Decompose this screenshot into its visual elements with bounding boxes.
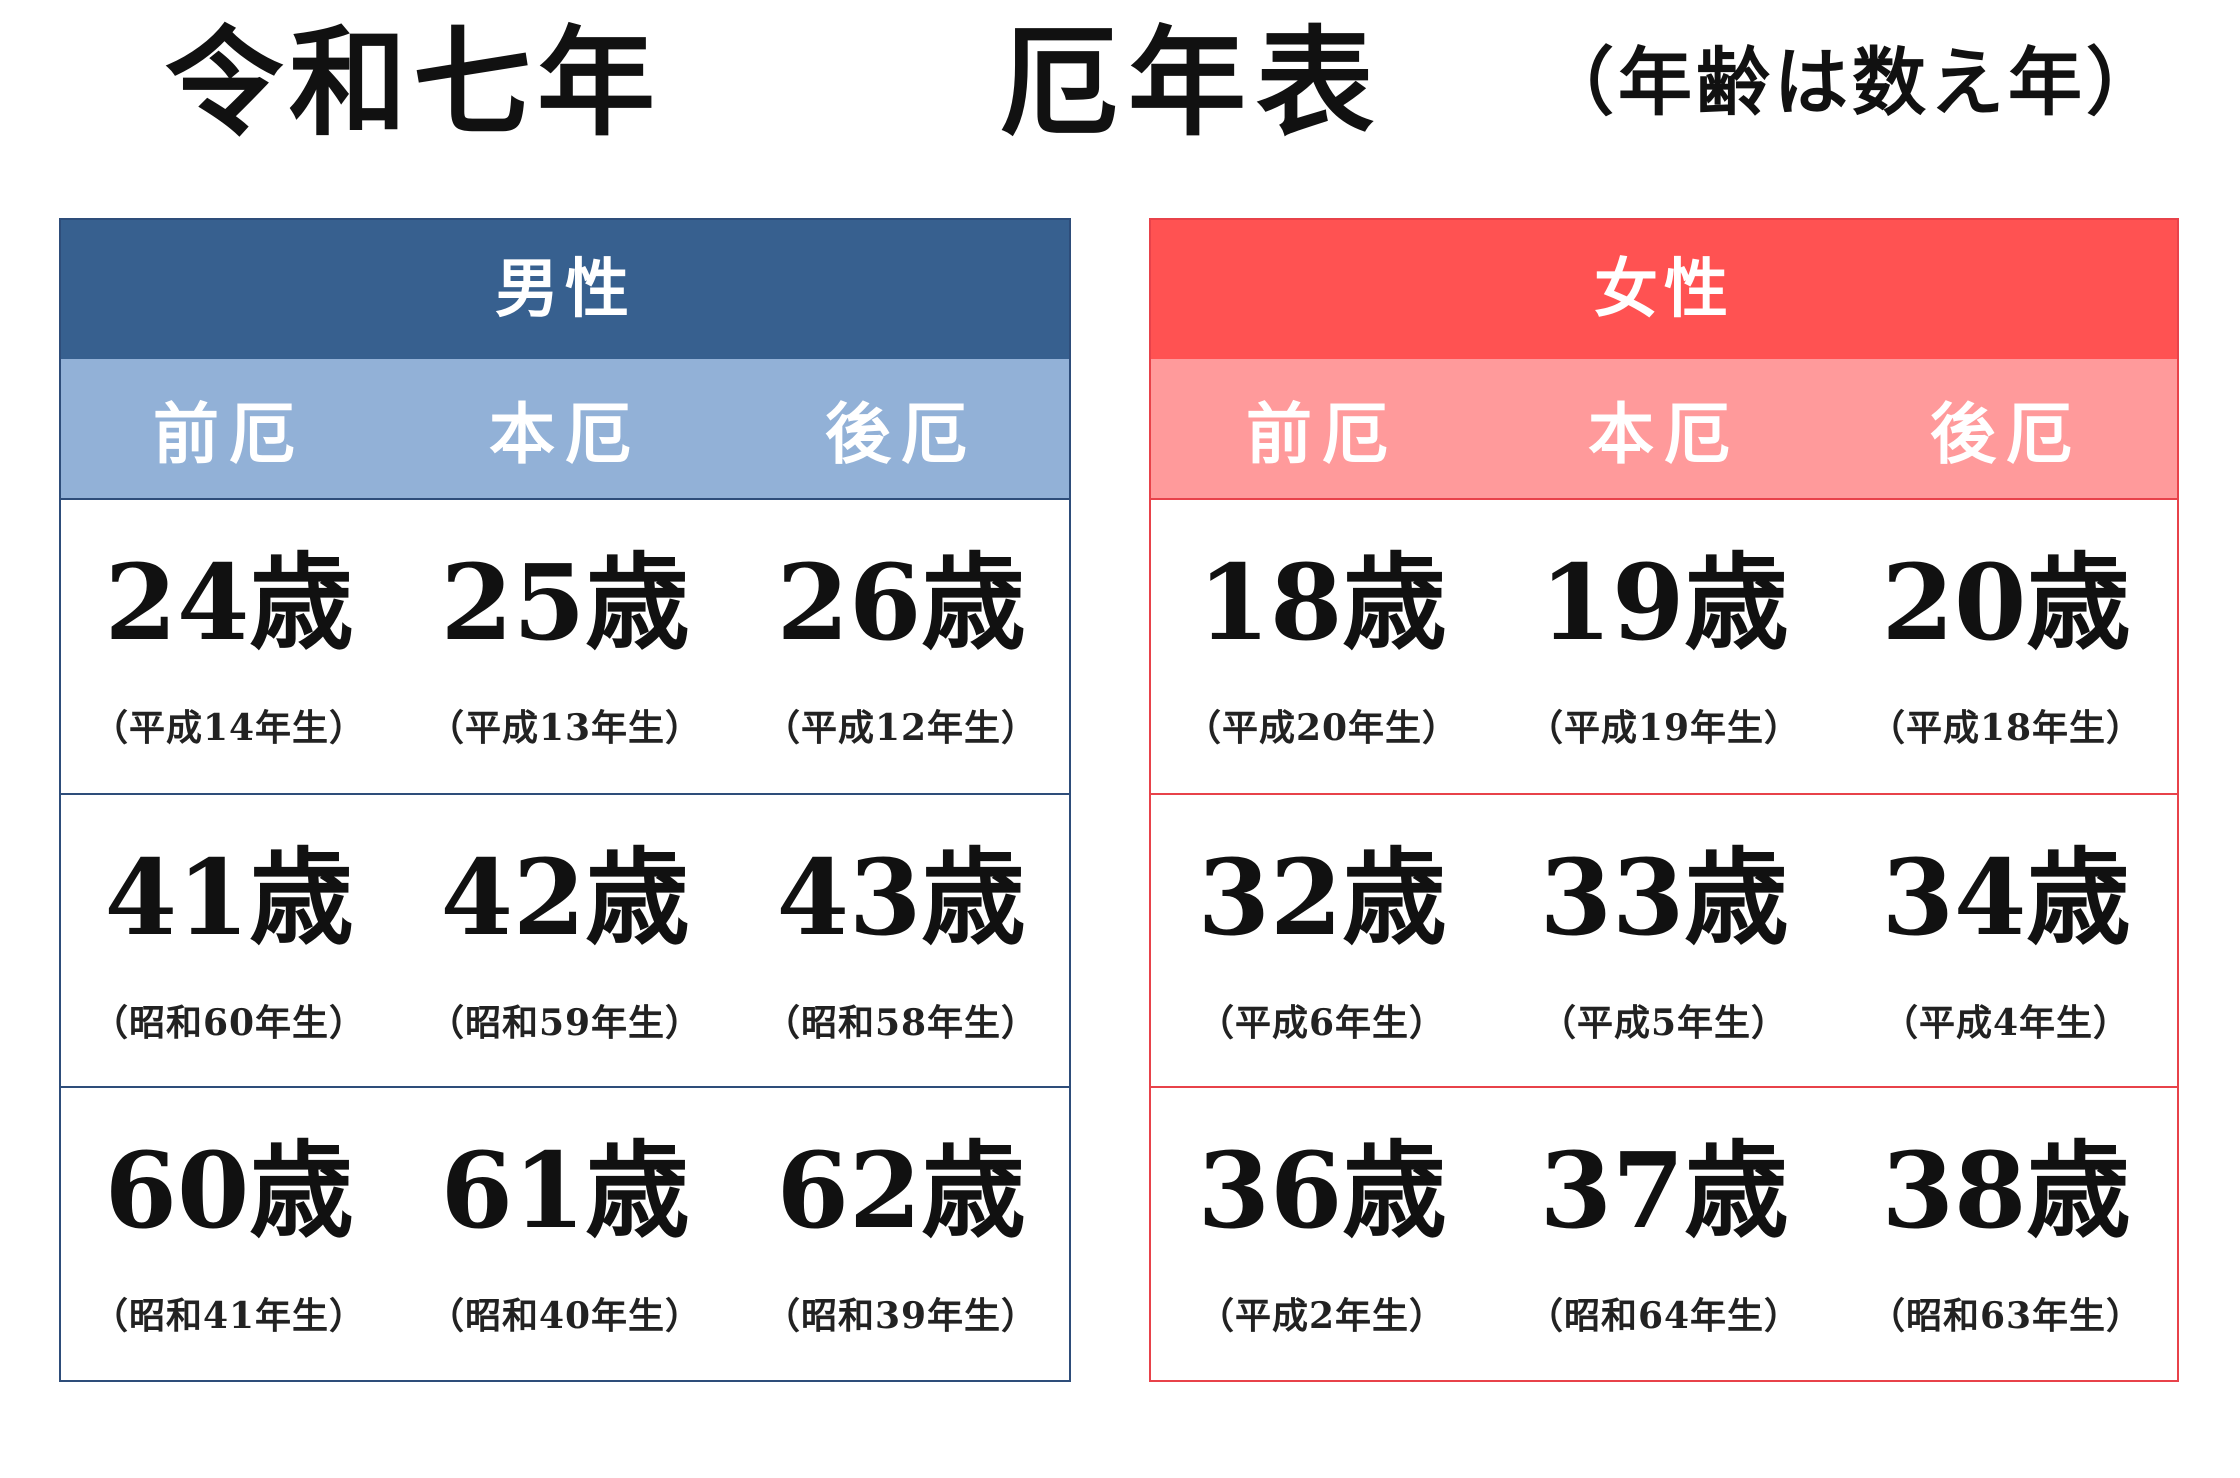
birth-year-note: （平成20年生） <box>1184 707 1460 749</box>
female-cell: 20歳 （平成18年生） <box>1835 500 2177 793</box>
title-note: （年齢は数え年） <box>1540 40 2164 126</box>
female-row-1: 18歳 （平成20年生） 19歳 （平成19年生） 20歳 （平成18年生） <box>1151 500 2177 793</box>
birth-year-note: （平成14年生） <box>91 707 367 749</box>
male-cell: 26歳 （平成12年生） <box>733 500 1069 793</box>
male-row-3: 60歳 （昭和41年生） 61歳 （昭和40年生） 62歳 （昭和39年生） <box>61 1086 1069 1379</box>
birth-year-note: （昭和63年生） <box>1868 1295 2144 1337</box>
birth-year-note: （昭和41年生） <box>91 1295 367 1337</box>
age-value: 20歳 <box>1881 541 2131 664</box>
page-title: 厄年表 <box>1000 13 1385 152</box>
age-value: 25歳 <box>440 541 690 664</box>
age-value: 26歳 <box>776 541 1026 664</box>
male-col-maeyaku: 前厄 <box>153 394 305 473</box>
male-cell: 61歳 （昭和40年生） <box>397 1088 733 1379</box>
birth-year-note: （平成18年生） <box>1868 707 2144 749</box>
female-cell: 38歳 （昭和63年生） <box>1835 1088 2177 1379</box>
female-col-maeyaku: 前厄 <box>1246 394 1398 473</box>
male-heading: 男性 <box>61 220 1069 359</box>
age-value: 37歳 <box>1539 1129 1789 1252</box>
male-col-atoyaku: 後厄 <box>825 394 977 473</box>
male-cell: 62歳 （昭和39年生） <box>733 1088 1069 1379</box>
male-row-2: 41歳 （昭和60年生） 42歳 （昭和59年生） 43歳 （昭和58年生） <box>61 793 1069 1086</box>
age-value: 43歳 <box>776 836 1026 959</box>
female-col-atoyaku: 後厄 <box>1930 394 2082 473</box>
male-cell: 43歳 （昭和58年生） <box>733 795 1069 1086</box>
birth-year-note: （昭和60年生） <box>91 1002 367 1044</box>
age-value: 19歳 <box>1539 541 1789 664</box>
female-cell: 32歳 （平成6年生） <box>1151 795 1493 1086</box>
female-cell: 19歳 （平成19年生） <box>1493 500 1835 793</box>
birth-year-note: （昭和39年生） <box>763 1295 1039 1337</box>
birth-year-note: （平成12年生） <box>763 707 1039 749</box>
female-table: 女性 前厄 本厄 後厄 18歳 （平成20年生） 19歳 （平成19年生） 20… <box>1149 218 2179 1382</box>
male-row-1: 24歳 （平成14年生） 25歳 （平成13年生） 26歳 （平成12年生） <box>61 500 1069 793</box>
female-heading: 女性 <box>1151 220 2177 359</box>
male-cell: 24歳 （平成14年生） <box>61 500 397 793</box>
age-value: 42歳 <box>440 836 690 959</box>
birth-year-note: （平成2年生） <box>1197 1295 1447 1337</box>
female-cell: 18歳 （平成20年生） <box>1151 500 1493 793</box>
age-value: 62歳 <box>776 1129 1026 1252</box>
female-cell: 33歳 （平成5年生） <box>1493 795 1835 1086</box>
female-cell: 37歳 （昭和64年生） <box>1493 1088 1835 1379</box>
age-value: 38歳 <box>1881 1129 2131 1252</box>
birth-year-note: （昭和58年生） <box>763 1002 1039 1044</box>
male-cell: 25歳 （平成13年生） <box>397 500 733 793</box>
birth-year-note: （昭和40年生） <box>427 1295 703 1337</box>
female-column-headers: 前厄 本厄 後厄 <box>1151 359 2177 500</box>
birth-year-note: （平成4年生） <box>1881 1002 2131 1044</box>
title-reiwa-year: 令和七年 <box>165 13 662 152</box>
age-value: 60歳 <box>104 1129 354 1252</box>
female-cell: 34歳 （平成4年生） <box>1835 795 2177 1086</box>
female-row-3: 36歳 （平成2年生） 37歳 （昭和64年生） 38歳 （昭和63年生） <box>1151 1086 2177 1379</box>
birth-year-note: （平成6年生） <box>1197 1002 1447 1044</box>
age-value: 18歳 <box>1197 541 1447 664</box>
age-value: 33歳 <box>1539 836 1789 959</box>
male-column-headers: 前厄 本厄 後厄 <box>61 359 1069 500</box>
male-table: 男性 前厄 本厄 後厄 24歳 （平成14年生） 25歳 （平成13年生） 26… <box>59 218 1071 1382</box>
age-value: 32歳 <box>1197 836 1447 959</box>
female-cell: 36歳 （平成2年生） <box>1151 1088 1493 1379</box>
female-row-2: 32歳 （平成6年生） 33歳 （平成5年生） 34歳 （平成4年生） <box>1151 793 2177 1086</box>
birth-year-note: （昭和64年生） <box>1526 1295 1802 1337</box>
birth-year-note: （平成5年生） <box>1539 1002 1789 1044</box>
age-value: 36歳 <box>1197 1129 1447 1252</box>
birth-year-note: （平成19年生） <box>1526 707 1802 749</box>
male-cell: 41歳 （昭和60年生） <box>61 795 397 1086</box>
birth-year-note: （昭和59年生） <box>427 1002 703 1044</box>
birth-year-note: （平成13年生） <box>427 707 703 749</box>
male-cell: 60歳 （昭和41年生） <box>61 1088 397 1379</box>
age-value: 61歳 <box>440 1129 690 1252</box>
age-value: 34歳 <box>1881 836 2131 959</box>
female-col-honyaku: 本厄 <box>1588 394 1740 473</box>
age-value: 24歳 <box>104 541 354 664</box>
age-value: 41歳 <box>104 836 354 959</box>
male-cell: 42歳 （昭和59年生） <box>397 795 733 1086</box>
male-col-honyaku: 本厄 <box>489 394 641 473</box>
